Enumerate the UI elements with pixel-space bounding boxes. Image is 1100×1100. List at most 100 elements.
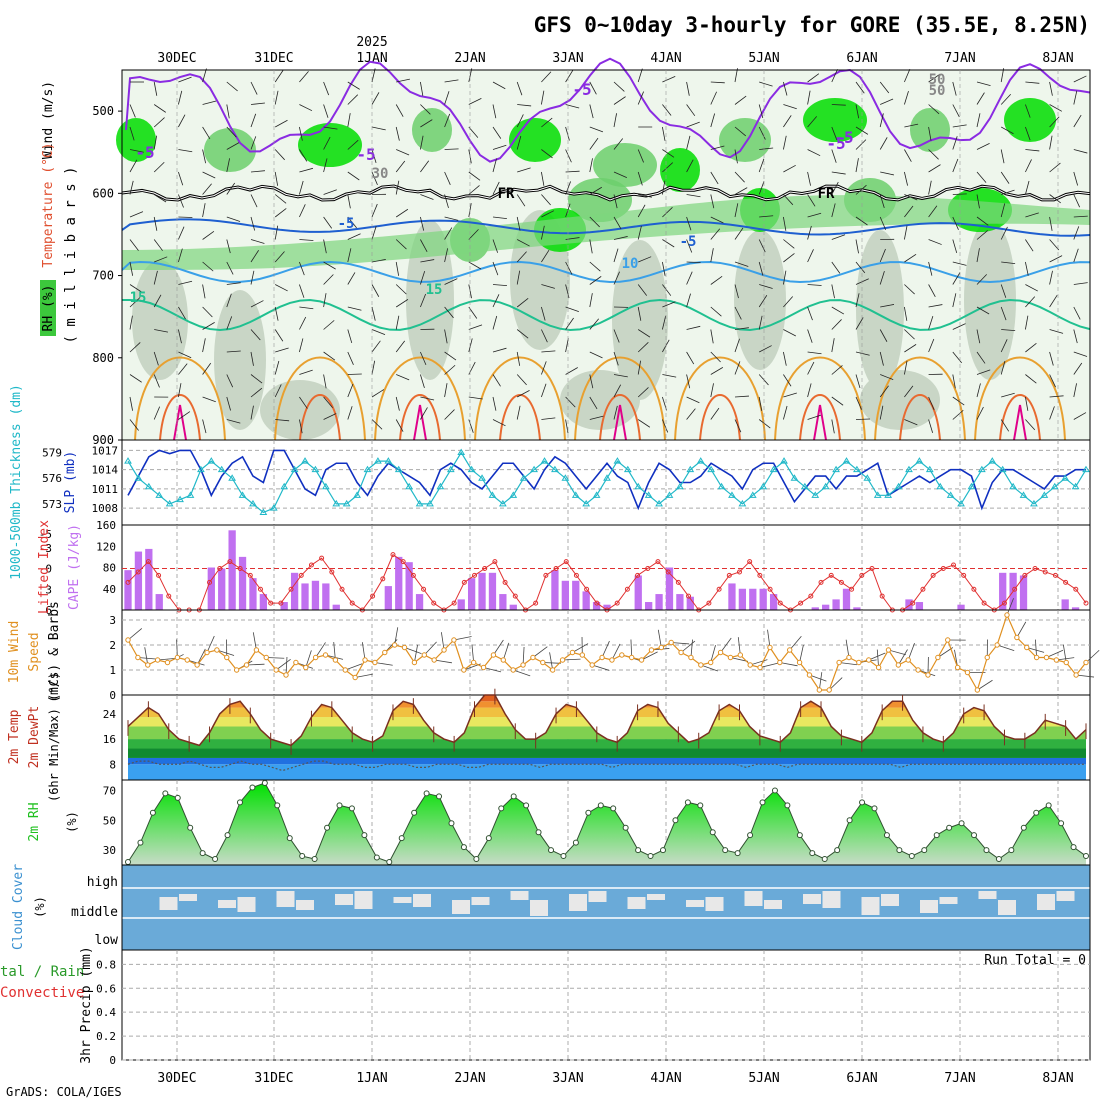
wind-barb: [904, 329, 915, 340]
wind-barb: [855, 351, 870, 356]
wind-barb: [807, 249, 814, 263]
wind-barb: [250, 194, 258, 208]
cape-bar: [1061, 599, 1069, 610]
wind-barb: [1073, 149, 1088, 154]
wind-barb: [1049, 329, 1064, 334]
wind-barb: [976, 194, 980, 209]
wind-barb: [246, 663, 265, 666]
wind-barb: [976, 230, 988, 240]
cape-bar: [853, 607, 861, 610]
wind-barb: [444, 227, 453, 240]
thickness-point: [738, 499, 747, 507]
wind-barb: [468, 97, 482, 105]
lifted-index-point: [624, 586, 630, 592]
wind-barb: [202, 362, 212, 375]
top-date-tick: 8JAN: [1042, 51, 1073, 66]
thickness-point: [655, 499, 663, 507]
wind-barb: [818, 672, 823, 691]
wind-barb: [274, 171, 279, 186]
temp-contour-20: [474, 356, 566, 441]
wind-barb: [250, 170, 265, 173]
lifted-index-point: [594, 600, 600, 606]
rh-high-shade: [719, 118, 771, 162]
wind-barb: [250, 387, 263, 398]
thickness-point: [197, 465, 205, 473]
wind-barb: [434, 659, 453, 664]
wind-barb: [420, 160, 430, 173]
wind-barb: [1000, 203, 1006, 218]
thickness-point: [863, 474, 872, 481]
wind-barb: [492, 396, 497, 411]
slp-tick: 1008: [92, 502, 119, 515]
wind-barb: [1025, 261, 1029, 276]
lifted-index-point: [492, 559, 498, 565]
wind-barb: [420, 396, 435, 401]
temp-contour-25: [799, 394, 841, 441]
wind-barb: [206, 635, 215, 653]
wind-barb: [783, 239, 795, 249]
rh-point: [697, 802, 704, 809]
wind-barb: [565, 338, 569, 353]
wind-barb: [807, 212, 822, 218]
wind-barb: [394, 627, 399, 646]
wind-barb: [565, 261, 573, 275]
wind-barb: [710, 194, 715, 209]
temp-contour-30: [1013, 404, 1027, 441]
wind-speed-point: [816, 687, 823, 693]
wind-barb: [1049, 295, 1058, 308]
wind-barb: [299, 204, 306, 218]
wind-barb: [129, 180, 134, 195]
wind-barb: [129, 126, 135, 141]
wind-barb: [759, 215, 774, 218]
thickness-point: [426, 499, 434, 507]
wind-barb: [937, 647, 954, 658]
wind-barb: [420, 293, 427, 308]
lifted-index-point: [614, 600, 620, 606]
wind-barb: [710, 367, 724, 375]
wind-barb: [129, 284, 142, 293]
wind-speed-point: [757, 664, 763, 671]
wind-speed-point: [678, 649, 684, 656]
wind-barb: [347, 248, 352, 263]
rh-point: [796, 832, 803, 839]
cape-bar: [145, 548, 153, 610]
lifted-index-point: [808, 593, 814, 599]
temp-band: [128, 717, 1086, 727]
wind-barb: [799, 644, 804, 663]
lifted-index-point: [767, 586, 773, 592]
thickness-point: [853, 465, 861, 473]
precip-axis-label: 3hr Precip (mm): [79, 946, 94, 1063]
wind-barb: [637, 284, 648, 296]
lifted-index-point: [573, 572, 579, 578]
wind-speed-point: [1053, 657, 1060, 663]
wind-barb: [299, 71, 309, 83]
wind-barb: [226, 216, 241, 222]
wind-barb: [879, 137, 888, 150]
wind-barb: [809, 674, 827, 682]
wind-barb: [129, 159, 138, 173]
temp-contour-25: [399, 394, 441, 441]
convective-legend: Convective: [0, 985, 84, 1001]
rh-high-shade: [803, 98, 867, 142]
thickness-point: [603, 474, 611, 481]
wind-barb: [176, 639, 178, 658]
wind-barb: [638, 194, 653, 198]
li-tick: 3: [45, 583, 52, 596]
wind-barb: [492, 104, 497, 119]
wind-barb: [904, 344, 917, 353]
wind-barb: [420, 259, 435, 263]
wind-barb: [734, 419, 742, 433]
wind-barb: [252, 632, 257, 651]
wind-barb: [1049, 162, 1061, 173]
wind-barb: [1049, 374, 1056, 388]
rh-point: [585, 809, 592, 816]
wind-barb: [758, 396, 763, 411]
wind-barb: [1076, 674, 1095, 678]
cloud-gap: [881, 894, 899, 906]
wind-barb: [928, 126, 932, 141]
cloud-gap: [510, 891, 529, 900]
temp-contour-20: [274, 356, 366, 441]
pressure-tick: 700: [92, 269, 114, 283]
cape-bar: [499, 594, 507, 610]
